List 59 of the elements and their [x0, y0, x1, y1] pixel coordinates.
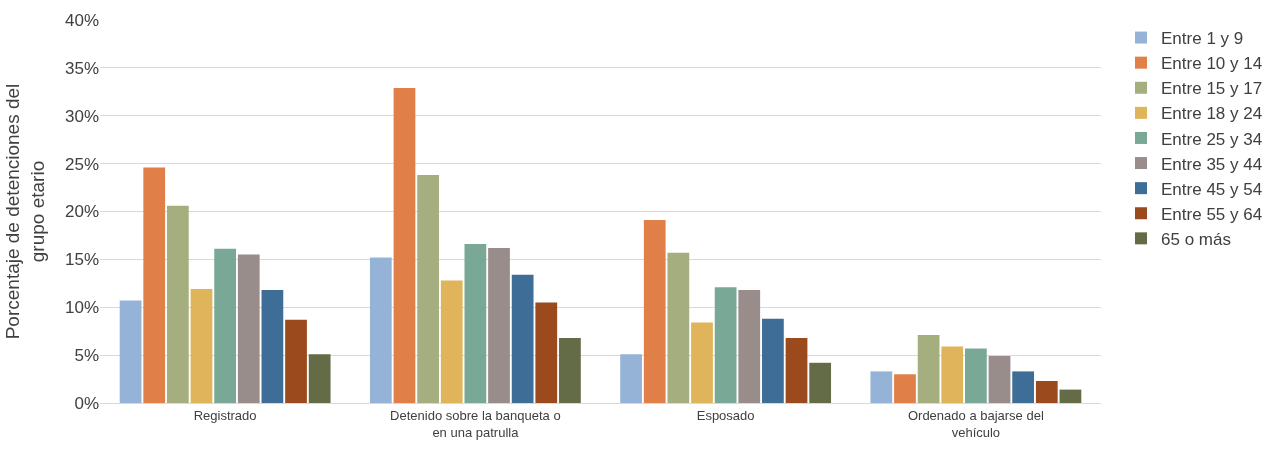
legend-label: Entre 25 y 34 — [1161, 129, 1263, 149]
x-tick-label: Ordenado a bajarse del vehículo — [907, 407, 1044, 440]
bar — [261, 290, 284, 403]
bar — [417, 175, 439, 403]
bar — [894, 374, 916, 403]
y-tick-label: 10% — [64, 298, 99, 318]
bar — [1035, 380, 1058, 403]
bar — [667, 252, 690, 403]
y-tick-label: 25% — [64, 154, 99, 174]
bar — [393, 87, 416, 403]
bar — [369, 257, 392, 403]
bar — [214, 248, 236, 403]
bar — [762, 318, 784, 403]
bar — [809, 362, 832, 403]
y-tick-label: 30% — [64, 106, 99, 126]
legend-label: Entre 15 y 17 — [1161, 79, 1263, 99]
legend-label: Entre 18 y 24 — [1161, 104, 1263, 124]
legend-label: Entre 55 y 64 — [1161, 204, 1263, 224]
y-tick-label: 20% — [64, 202, 99, 222]
y-tick-label: 5% — [74, 346, 99, 366]
bar — [870, 371, 893, 403]
bar — [119, 300, 142, 403]
bar — [488, 247, 510, 403]
bar — [1012, 371, 1035, 403]
y-tick-label: 0% — [74, 393, 99, 413]
bar — [166, 205, 189, 403]
bar — [559, 337, 581, 403]
bar — [738, 290, 761, 403]
bar — [237, 254, 260, 403]
bar — [535, 302, 558, 403]
bar — [620, 354, 642, 403]
bar — [143, 167, 166, 403]
bar — [714, 287, 737, 403]
legend-label: 65 o más — [1161, 229, 1231, 249]
y-tick-label: 15% — [64, 250, 99, 270]
x-tick-label: Registrado — [193, 407, 257, 423]
bar — [440, 280, 463, 403]
bar — [643, 220, 666, 403]
bar — [285, 319, 307, 403]
legend-label: Entre 10 y 14 — [1161, 54, 1263, 74]
legend-label: Entre 35 y 44 — [1161, 154, 1263, 174]
bar — [988, 356, 1011, 403]
bar — [190, 289, 213, 403]
bar — [308, 354, 331, 403]
bar — [785, 337, 808, 403]
y-tick-label: 35% — [64, 58, 99, 78]
y-tick-label: 40% — [64, 10, 99, 30]
bar — [1059, 389, 1082, 403]
legend-label: Entre 1 y 9 — [1161, 29, 1244, 49]
bar — [941, 346, 964, 403]
legend-label: Entre 45 y 54 — [1161, 179, 1263, 199]
bar — [464, 244, 487, 403]
y-axis-title: Porcentaje de detenciones del grupo etario — [2, 83, 48, 340]
bar — [965, 348, 987, 403]
bar — [511, 274, 534, 403]
bar — [917, 335, 940, 403]
bar — [691, 322, 713, 403]
x-tick-label: Esposado — [696, 407, 755, 423]
x-tick-label: Detenido sobre la banqueta o en una patrulla — [390, 407, 561, 440]
